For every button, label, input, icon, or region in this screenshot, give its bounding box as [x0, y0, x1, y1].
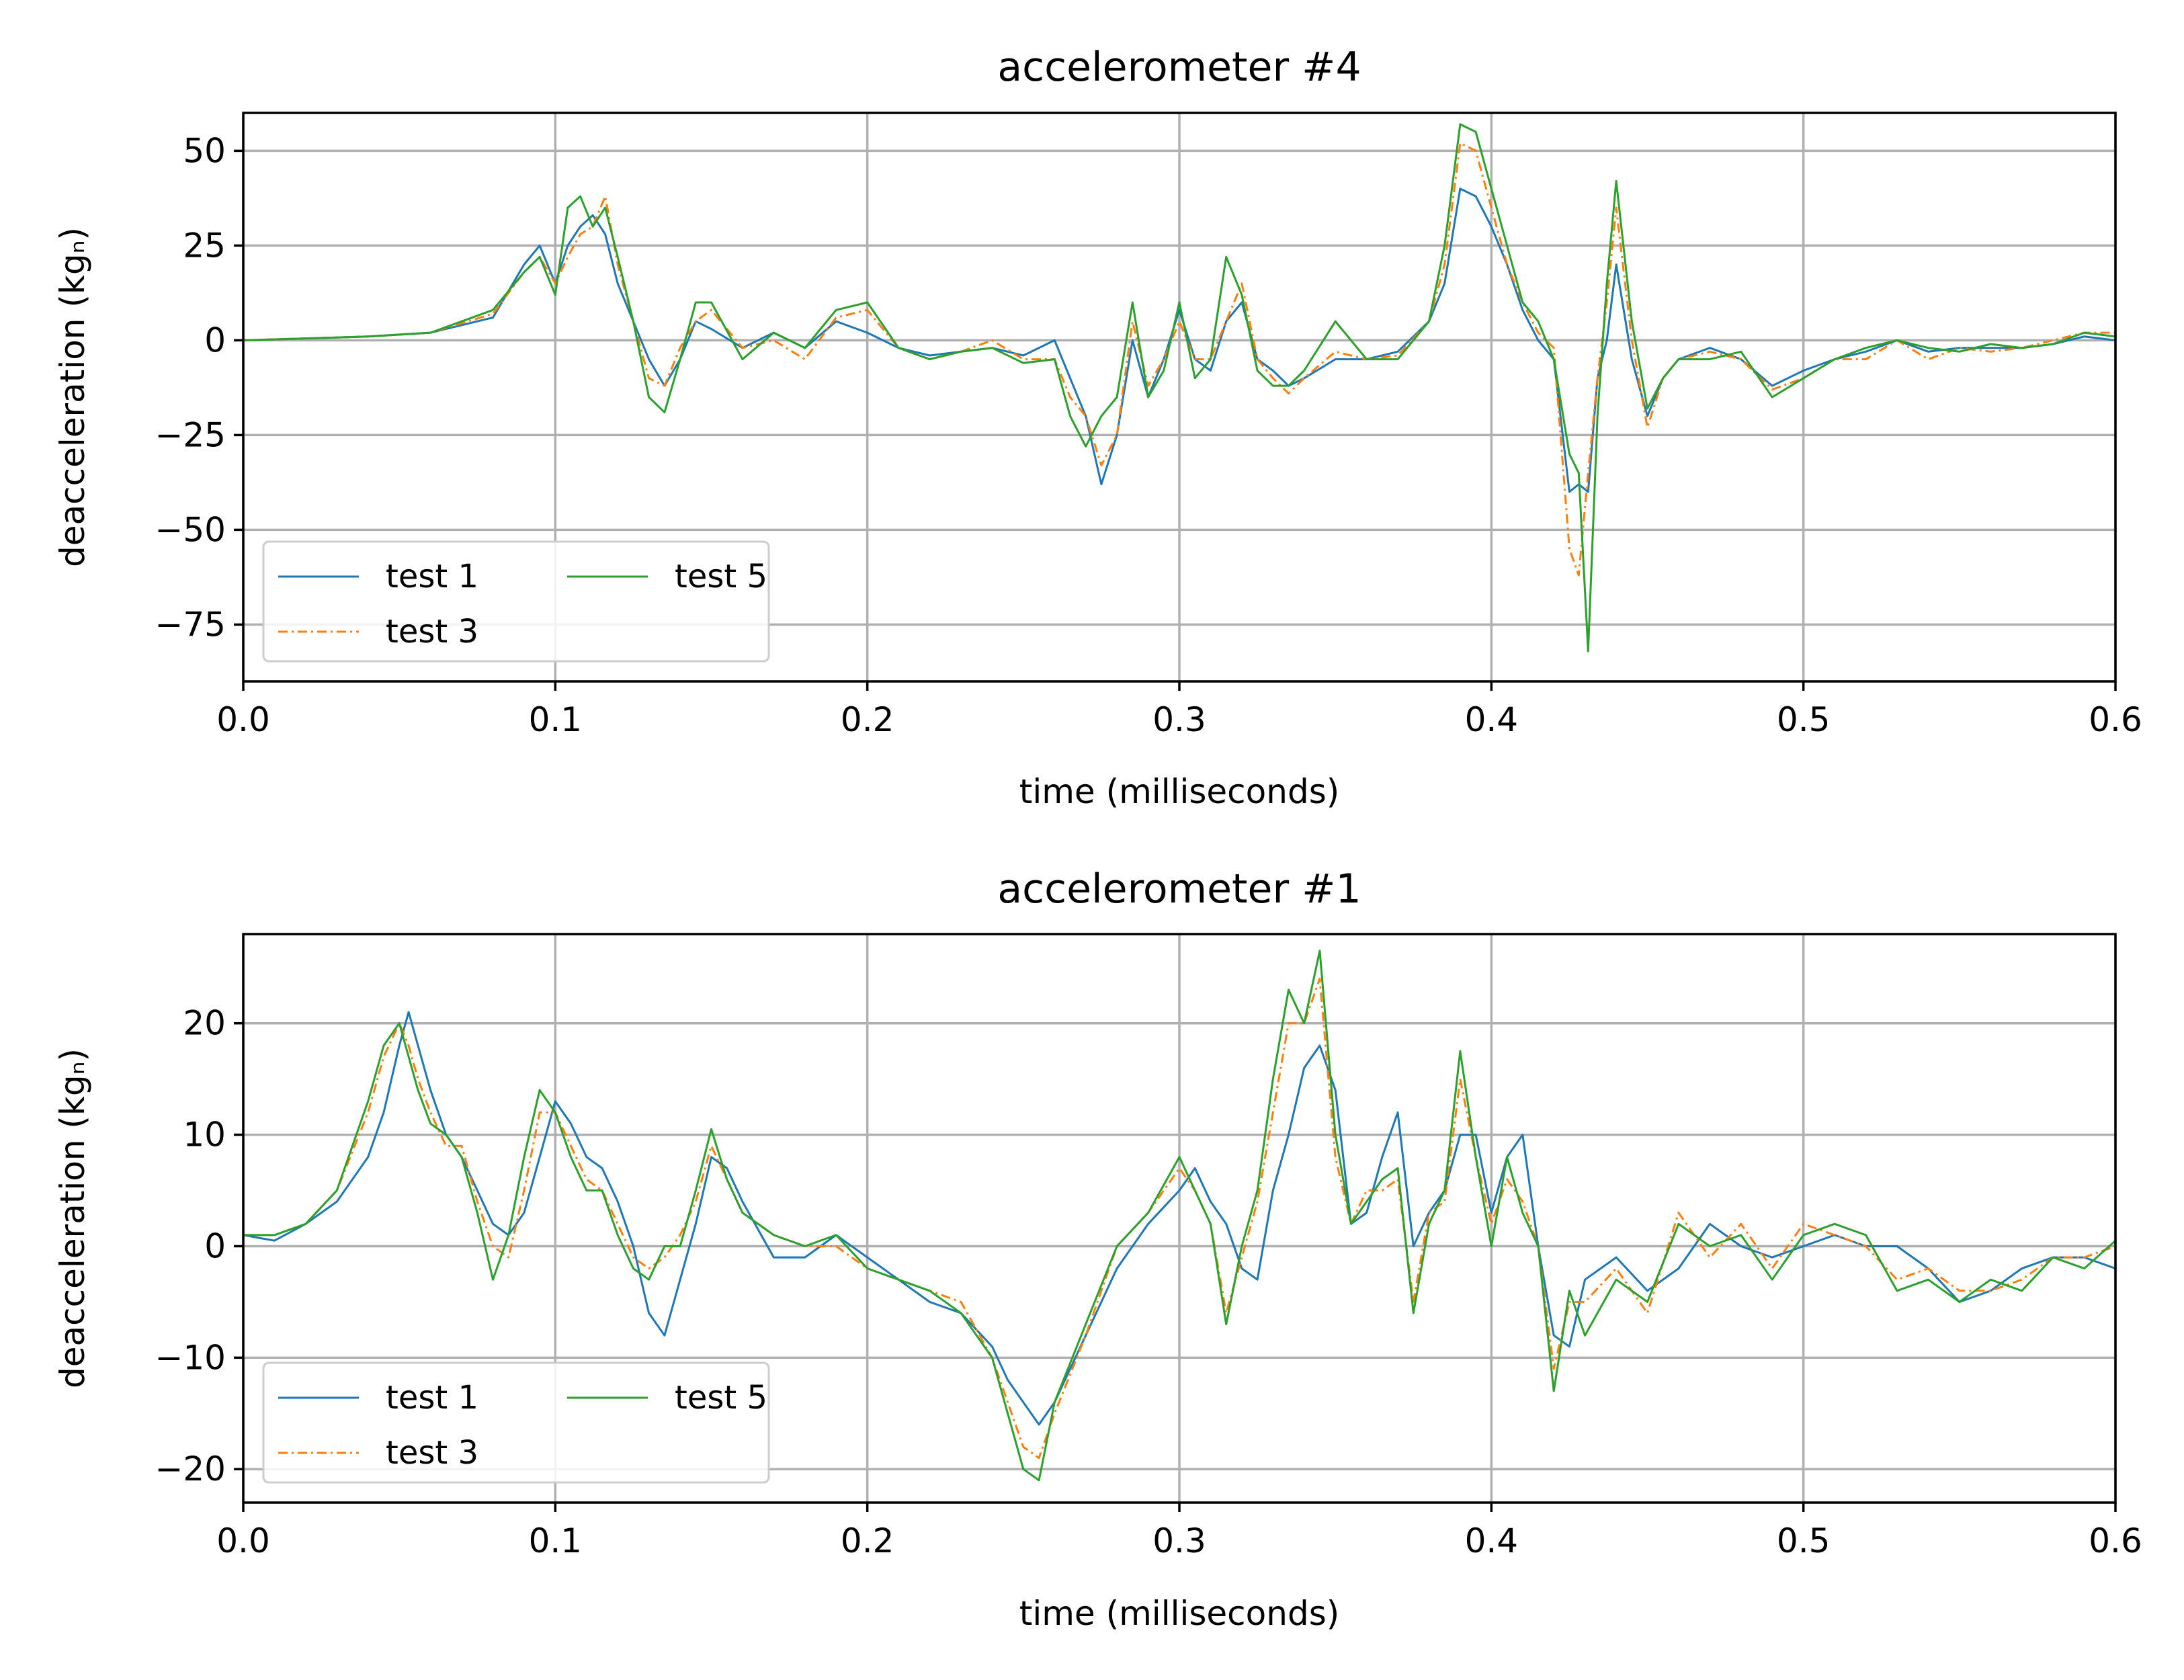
- chart-title: accelerometer #1: [997, 866, 1361, 913]
- legend: test 1 test 3 test 5: [262, 540, 770, 663]
- x-tick-label: 0.3: [1152, 1521, 1206, 1560]
- legend-label: test 5: [675, 1379, 767, 1417]
- y-tick-label: −50: [155, 510, 226, 549]
- y-axis-label: deacceleration (kgₙ): [53, 1048, 92, 1388]
- chart-panel-2: 0.0 0.1 0.2 0.3 0.4 0.5 0.6 −20 −10 0 10 20 accelero…: [53, 866, 2142, 1633]
- y-axis-label: deacceleration (kgₙ): [53, 227, 92, 567]
- chart-title: accelerometer #4: [997, 44, 1361, 91]
- legend-label: test 3: [386, 1434, 478, 1472]
- series-line-test-5: [243, 123, 2115, 653]
- x-axis-label: time (milliseconds): [1019, 772, 1340, 811]
- y-tick-label: −20: [155, 1450, 226, 1488]
- x-tick-label: 0.4: [1465, 700, 1519, 739]
- y-tick-label: 10: [183, 1116, 226, 1154]
- series-line-test-1: [243, 1011, 2115, 1426]
- y-tick-label: −75: [155, 605, 226, 644]
- y-tick-label: 0: [204, 1226, 226, 1265]
- x-axis-label: time (milliseconds): [1019, 1594, 1340, 1633]
- y-tick-label: −10: [155, 1338, 226, 1377]
- plot-frame: [242, 112, 2117, 683]
- x-tick-label: 0.0: [216, 700, 270, 739]
- chart-panel-1: 0.0 0.1 0.2 0.3 0.4 0.5 0.6 −75 −50 −25 0 25 50 accel…: [53, 44, 2142, 811]
- x-tick-label: 0.6: [2089, 700, 2142, 739]
- x-tick-label: 0.0: [216, 1521, 270, 1560]
- legend-label: test 3: [386, 613, 478, 650]
- x-tick-label: 0.6: [2089, 1521, 2142, 1560]
- y-tick-label: 25: [183, 226, 226, 265]
- legend-label: test 1: [386, 558, 478, 595]
- legend-box: [262, 1361, 770, 1484]
- legend: test 1 test 3 test 5: [262, 1361, 770, 1484]
- y-tick-label: 50: [183, 131, 226, 170]
- series-line-test-1: [243, 187, 2115, 493]
- legend-label: test 5: [675, 558, 767, 595]
- x-tick-label: 0.2: [841, 1521, 894, 1560]
- y-tick-label: 20: [183, 1004, 226, 1043]
- y-tick-label: −25: [155, 415, 226, 454]
- x-tick-label: 0.5: [1777, 700, 1831, 739]
- series-line-test-5: [243, 950, 2115, 1482]
- x-tick-label: 0.3: [1152, 700, 1206, 739]
- series-line-test-3: [243, 142, 2115, 577]
- plot-frame: [242, 933, 2117, 1504]
- x-tick-label: 0.4: [1465, 1521, 1519, 1560]
- x-tick-label: 0.1: [529, 700, 583, 739]
- y-tick-label: 0: [204, 321, 226, 360]
- x-tick-label: 0.1: [529, 1521, 583, 1560]
- x-tick-label: 0.5: [1777, 1521, 1831, 1560]
- legend-label: test 1: [386, 1379, 478, 1417]
- x-tick-label: 0.2: [841, 700, 894, 739]
- legend-box: [262, 540, 770, 663]
